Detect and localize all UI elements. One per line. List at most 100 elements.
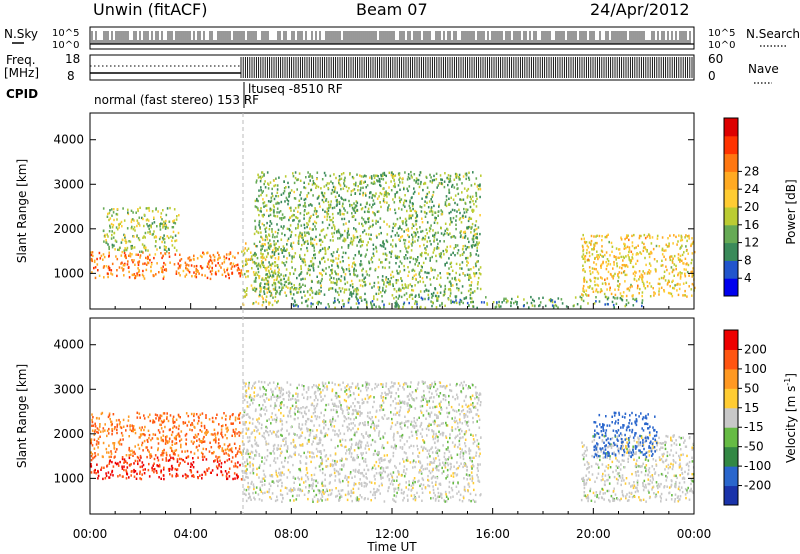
data-cell (145, 263, 148, 266)
data-cell (433, 385, 435, 389)
data-cell (313, 404, 315, 408)
data-cell (128, 476, 130, 479)
data-cell (437, 214, 439, 217)
data-cell (227, 273, 230, 276)
data-cell (466, 264, 468, 267)
data-cell (474, 224, 477, 227)
data-cell (337, 179, 340, 182)
data-cell (139, 470, 141, 473)
data-cell (122, 425, 125, 428)
data-cell (309, 173, 311, 176)
data-cell (267, 200, 270, 203)
data-cell (469, 217, 471, 220)
data-cell (400, 435, 403, 438)
data-cell (323, 492, 325, 495)
data-cell (116, 228, 119, 231)
data-cell (444, 458, 447, 461)
data-cell (273, 288, 275, 291)
data-cell (104, 423, 106, 426)
data-cell (408, 398, 410, 401)
data-cell (103, 265, 105, 268)
data-cell (224, 448, 227, 452)
data-cell (531, 304, 534, 307)
data-cell (396, 302, 398, 305)
data-cell (468, 240, 470, 244)
data-cell (396, 217, 399, 221)
data-cell (342, 260, 344, 263)
data-cell (472, 300, 474, 304)
data-cell (333, 277, 335, 280)
data-cell (368, 274, 371, 277)
data-cell (162, 474, 165, 477)
data-cell (447, 288, 450, 291)
data-cell (218, 264, 221, 267)
data-cell (341, 246, 343, 249)
data-cell (470, 197, 472, 201)
data-cell (173, 208, 176, 211)
data-cell (213, 258, 216, 262)
data-cell (201, 412, 204, 415)
data-cell (377, 292, 380, 295)
data-cell (390, 173, 393, 177)
data-cell (123, 219, 126, 222)
data-cell (476, 197, 478, 200)
data-cell (209, 270, 212, 273)
data-cell (691, 282, 694, 286)
data-cell (178, 457, 181, 461)
data-cell (461, 448, 463, 451)
data-cell (474, 272, 476, 276)
data-cell (364, 423, 367, 427)
data-cell (418, 293, 420, 296)
data-cell (671, 259, 674, 262)
data-cell (282, 388, 284, 391)
data-cell (293, 304, 295, 308)
data-cell (264, 266, 266, 270)
data-cell (516, 301, 518, 304)
data-cell (266, 275, 269, 279)
data-cell (401, 220, 404, 223)
data-cell (138, 216, 141, 219)
data-cell (410, 394, 412, 397)
data-cell (430, 300, 432, 303)
data-cell (286, 476, 289, 479)
data-cell (274, 184, 277, 187)
data-cell (291, 255, 293, 258)
data-cell (111, 433, 113, 436)
data-cell (557, 297, 560, 300)
data-cell (257, 444, 260, 447)
cpid-label: CPID (6, 87, 38, 101)
data-cell (476, 232, 478, 236)
data-cell (385, 181, 387, 184)
data-cell (289, 487, 292, 490)
data-cell (162, 434, 165, 437)
data-cell (598, 255, 600, 259)
data-cell (441, 213, 443, 216)
data-cell (430, 269, 433, 272)
data-cell (332, 301, 335, 304)
data-cell (367, 220, 370, 223)
data-cell (632, 304, 635, 307)
data-cell (260, 252, 262, 255)
data-cell (391, 270, 394, 274)
station-title: Unwin (fitACF) (93, 0, 207, 19)
data-cell (609, 272, 612, 276)
data-cell (351, 265, 353, 268)
data-cell (359, 389, 362, 393)
data-cell (293, 214, 295, 217)
data-cell (342, 268, 344, 271)
data-cell (416, 215, 418, 218)
data-cell (616, 296, 619, 300)
data-cell (668, 272, 671, 275)
data-cell (90, 465, 93, 468)
data-cell (328, 287, 331, 290)
data-cell (460, 221, 463, 224)
data-cell (613, 263, 615, 266)
data-cell (101, 411, 104, 415)
data-cell (187, 257, 189, 260)
data-cell (258, 264, 261, 267)
data-cell (134, 229, 136, 232)
data-cell (453, 301, 456, 304)
data-cell (348, 187, 350, 190)
data-cell (408, 177, 411, 180)
data-cell (448, 450, 451, 453)
